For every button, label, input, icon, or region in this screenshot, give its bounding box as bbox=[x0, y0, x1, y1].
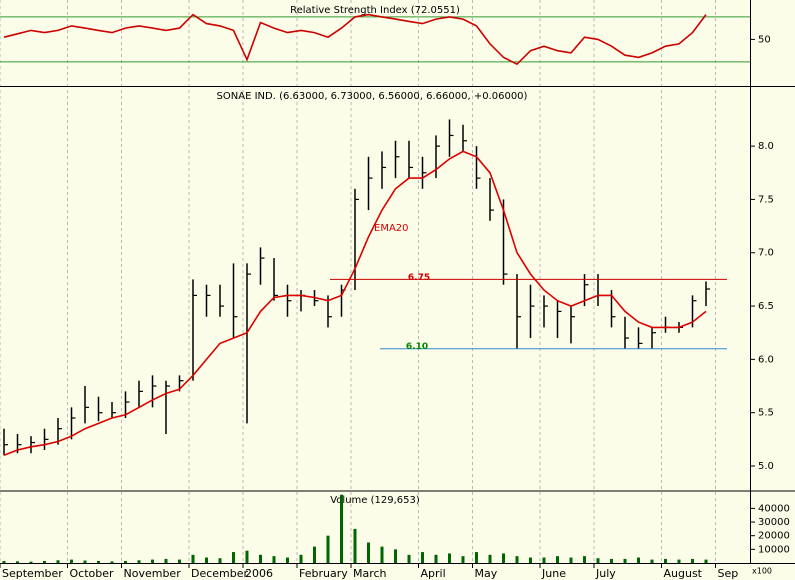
volume-bar bbox=[650, 559, 654, 563]
price-level-label: 6.75 bbox=[408, 273, 430, 283]
volume-unit: x100 bbox=[752, 567, 772, 576]
volume-bar bbox=[313, 546, 316, 563]
volume-bar bbox=[205, 557, 208, 563]
volume-bar bbox=[461, 556, 465, 563]
volume-bar bbox=[124, 560, 127, 563]
x-tick-label: February bbox=[299, 567, 348, 580]
x-tick-label: March bbox=[353, 567, 387, 580]
volume-bar bbox=[407, 554, 411, 563]
volume-bar bbox=[326, 535, 330, 563]
volume-bar bbox=[434, 554, 438, 563]
y-tick-label: 5.5 bbox=[758, 408, 774, 419]
y-tick-label: 7.0 bbox=[758, 248, 774, 259]
volume-bar bbox=[610, 558, 613, 563]
volume-bar bbox=[380, 546, 384, 563]
volume-bar bbox=[677, 559, 681, 563]
volume-bar bbox=[218, 558, 222, 563]
volume-bar bbox=[340, 494, 343, 563]
volume-bar bbox=[596, 558, 600, 563]
volume-bar bbox=[502, 553, 505, 563]
volume-bar bbox=[259, 554, 262, 563]
rsi-title: Relative Strength Index (72.0551) bbox=[290, 5, 460, 16]
volume-bar bbox=[691, 558, 694, 563]
volume-bar bbox=[704, 559, 708, 563]
volume-bar bbox=[245, 550, 249, 563]
volume-bar bbox=[623, 558, 627, 563]
volume-bar bbox=[515, 556, 519, 563]
volume-bar bbox=[164, 558, 168, 563]
x-tick-label: June bbox=[541, 567, 566, 580]
x-tick-label: October bbox=[70, 567, 114, 580]
volume-bar bbox=[97, 560, 100, 563]
x-tick-label: July bbox=[595, 567, 616, 580]
volume-bar bbox=[448, 553, 451, 563]
volume-bar bbox=[556, 556, 559, 563]
volume-bar bbox=[2, 560, 6, 563]
volume-bar bbox=[137, 560, 141, 563]
volume-bar bbox=[43, 560, 46, 563]
price-title: SONAE IND. (6.63000, 6.73000, 6.56000, 6… bbox=[217, 91, 528, 102]
price-level-label: 6.10 bbox=[406, 342, 428, 352]
volume-bar bbox=[110, 561, 114, 563]
volume-bar bbox=[637, 557, 640, 563]
volume-bar bbox=[232, 552, 235, 563]
volume-bar bbox=[475, 552, 478, 563]
x-tick-label: May bbox=[475, 567, 498, 580]
y-tick-label: 7.5 bbox=[758, 194, 774, 205]
x-tick-label: November bbox=[124, 567, 182, 580]
y-tick-label: 6.0 bbox=[758, 354, 774, 365]
y-tick-label: 5.0 bbox=[758, 461, 774, 472]
y-tick-label: 10000 bbox=[758, 544, 790, 555]
volume-bar bbox=[569, 557, 573, 563]
y-tick-label: 6.5 bbox=[758, 301, 774, 312]
y-tick-label: 20000 bbox=[758, 531, 790, 542]
x-tick-label: 2006 bbox=[245, 567, 273, 580]
y-tick-label: 30000 bbox=[758, 517, 790, 528]
volume-bar bbox=[542, 557, 546, 563]
x-tick-label: Sep bbox=[718, 567, 739, 580]
volume-bar bbox=[529, 557, 532, 563]
x-tick-label: December bbox=[191, 567, 249, 580]
x-tick-label: August bbox=[664, 567, 703, 580]
volume-bar bbox=[272, 556, 276, 563]
volume-bar bbox=[421, 552, 424, 563]
volume-title: Volume (129,653) bbox=[330, 495, 420, 506]
volume-bar bbox=[178, 559, 181, 563]
volume-bar bbox=[664, 558, 667, 563]
volume-bar bbox=[286, 557, 289, 563]
volume-bar bbox=[70, 559, 73, 563]
ema-line bbox=[3, 150, 707, 457]
x-tick-label: September bbox=[2, 567, 63, 580]
rsi-line bbox=[3, 13, 707, 66]
y-tick-label: 8.0 bbox=[758, 141, 774, 152]
series-label: EMA20 bbox=[374, 223, 409, 234]
y-tick-label: 40000 bbox=[758, 503, 790, 514]
volume-bar bbox=[367, 542, 370, 563]
volume-bar bbox=[151, 559, 154, 563]
volume-bar bbox=[56, 560, 60, 563]
volume-bar bbox=[83, 560, 87, 563]
x-tick-label: April bbox=[421, 567, 446, 580]
volume-bar bbox=[583, 556, 586, 563]
y-tick-label: 50 bbox=[758, 34, 771, 45]
volume-bar bbox=[29, 561, 33, 563]
volume-bar bbox=[299, 554, 303, 563]
volume-bar bbox=[353, 528, 357, 563]
grid-layer bbox=[0, 0, 716, 563]
volume-bar bbox=[394, 549, 397, 563]
volume-bar bbox=[191, 554, 195, 563]
volume-bar bbox=[16, 561, 19, 563]
volume-bar bbox=[488, 554, 492, 563]
